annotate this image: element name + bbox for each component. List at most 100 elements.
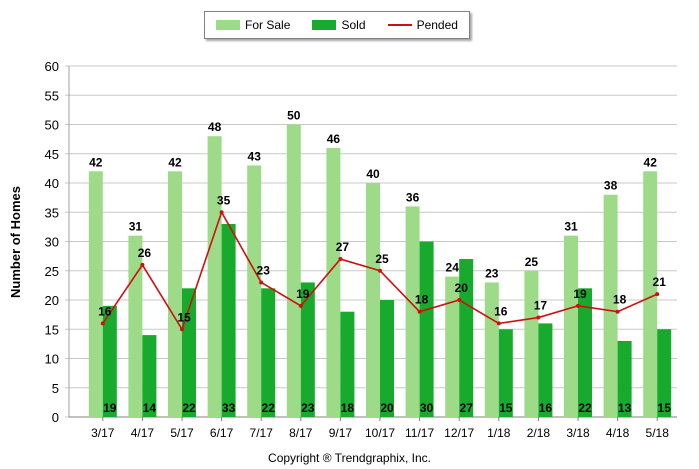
x-tick-label: 9/17 — [329, 426, 353, 440]
pended-value-label: 16 — [494, 304, 508, 318]
pended-value-label: 25 — [375, 252, 389, 266]
for-sale-bar — [286, 124, 301, 417]
sold-bar — [419, 241, 434, 417]
pended-point — [417, 309, 422, 314]
sold-value-label: 22 — [182, 401, 196, 415]
y-axis-title: Number of Homes — [8, 186, 23, 298]
for-sale-bar — [366, 183, 380, 417]
for-sale-bar — [484, 282, 499, 417]
y-tick-label: 35 — [45, 205, 59, 220]
sold-value-label: 19 — [103, 401, 117, 415]
sold-bar — [221, 223, 236, 417]
pended-point — [496, 321, 501, 326]
sold-bar — [657, 329, 672, 417]
y-tick-label: 0 — [52, 410, 59, 425]
x-tick-label: 2/18 — [527, 426, 551, 440]
pended-point — [655, 292, 660, 297]
sold-bar — [578, 288, 592, 417]
for-sale-value-label: 43 — [248, 149, 262, 163]
sold-bar — [380, 300, 394, 417]
for-sale-bar — [564, 235, 578, 417]
for-sale-bar — [445, 276, 460, 417]
for-sale-value-label: 38 — [604, 179, 618, 193]
pended-value-label: 19 — [296, 287, 310, 301]
data-labels: 42 31 42 48 43 50 46 40 36 24 23 25 31 38 42 19 14 22 33 22… — [89, 109, 671, 416]
pended-point — [536, 315, 541, 320]
sold-bar — [261, 288, 276, 417]
sold-value-label: 22 — [578, 401, 592, 415]
sold-bar — [340, 311, 355, 417]
sold-value-label: 22 — [262, 401, 276, 415]
for-sale-bar — [326, 147, 341, 417]
y-tick-label: 45 — [45, 147, 59, 162]
for-sale-bar — [207, 136, 222, 417]
x-tick-label: 11/17 — [405, 426, 434, 440]
pended-point — [576, 303, 580, 308]
legend-label-sold: Sold — [341, 18, 366, 32]
y-tick-label: 55 — [45, 88, 59, 103]
sold-value-label: 14 — [143, 401, 157, 415]
for-sale-bar — [128, 235, 143, 417]
for-sale-bar — [247, 165, 262, 417]
for-sale-value-label: 24 — [446, 261, 460, 275]
pended-line — [100, 210, 660, 332]
for-sale-value-label: 40 — [366, 167, 380, 181]
sold-bar — [459, 259, 474, 417]
sold-value-label: 15 — [658, 401, 672, 415]
pended-value-label: 16 — [98, 304, 112, 318]
pended-point — [180, 327, 184, 332]
for-sale-value-label: 25 — [525, 255, 539, 269]
sold-value-label: 13 — [618, 401, 632, 415]
for-sale-bar — [88, 171, 103, 417]
pended-point — [259, 280, 264, 285]
y-axis: 0 5 10 15 20 25 30 35 40 45 50 55 60 — [45, 59, 70, 425]
pended-point — [378, 268, 382, 273]
for-sale-value-label: 31 — [129, 220, 143, 234]
bars — [88, 124, 672, 417]
legend-label-for-sale: For Sale — [245, 18, 291, 32]
pended-value-label: 27 — [336, 240, 350, 254]
x-tick-label: 10/17 — [365, 426, 395, 440]
legend-label-pended: Pended — [416, 18, 458, 32]
y-tick-label: 15 — [45, 322, 59, 337]
y-tick-label: 30 — [45, 235, 59, 250]
sold-value-label: 27 — [460, 401, 474, 415]
for-sale-bar — [643, 171, 658, 417]
sold-value-label: 16 — [539, 401, 553, 415]
for-sale-value-label: 46 — [327, 132, 341, 146]
legend: For Sale Sold Pended — [204, 11, 470, 39]
legend-item-sold: Sold — [312, 18, 366, 32]
y-tick-label: 50 — [45, 118, 59, 133]
copyright-text: Copyright ® Trendgraphix, Inc. — [268, 451, 431, 465]
pended-value-label: 26 — [138, 246, 152, 260]
sold-value-label: 33 — [222, 401, 236, 415]
y-tick-label: 5 — [52, 381, 59, 396]
x-tick-label: 3/17 — [91, 426, 115, 440]
pended-point — [100, 321, 105, 326]
x-axis: 3/17 4/17 5/17 6/17 7/17 8/17 9/17 10/17 11/17 12… — [69, 416, 677, 440]
pended-point — [298, 303, 303, 308]
for-sale-value-label: 36 — [406, 190, 420, 204]
x-tick-label: 1/18 — [487, 426, 511, 440]
pended-point — [457, 298, 462, 302]
x-tick-label: 3/18 — [566, 426, 590, 440]
pended-point — [140, 262, 145, 267]
for-sale-bar — [603, 194, 618, 417]
y-tick-label: 20 — [45, 293, 59, 308]
sold-swatch — [312, 20, 337, 30]
sold-bar — [617, 340, 632, 417]
pended-swatch — [387, 24, 412, 26]
for-sale-bar — [168, 171, 182, 417]
sold-value-label: 18 — [341, 401, 355, 415]
sold-value-label: 23 — [301, 401, 315, 415]
sold-value-label: 30 — [420, 401, 434, 415]
pended-value-label: 19 — [573, 287, 587, 301]
sold-bar — [102, 305, 117, 417]
for-sale-swatch — [216, 20, 241, 30]
pended-value-label: 15 — [177, 310, 191, 324]
y-tick-label: 25 — [45, 264, 59, 279]
sold-bar — [142, 335, 157, 417]
for-sale-bar — [524, 270, 539, 417]
for-sale-bar — [405, 206, 420, 417]
y-tick-label: 40 — [45, 176, 59, 191]
